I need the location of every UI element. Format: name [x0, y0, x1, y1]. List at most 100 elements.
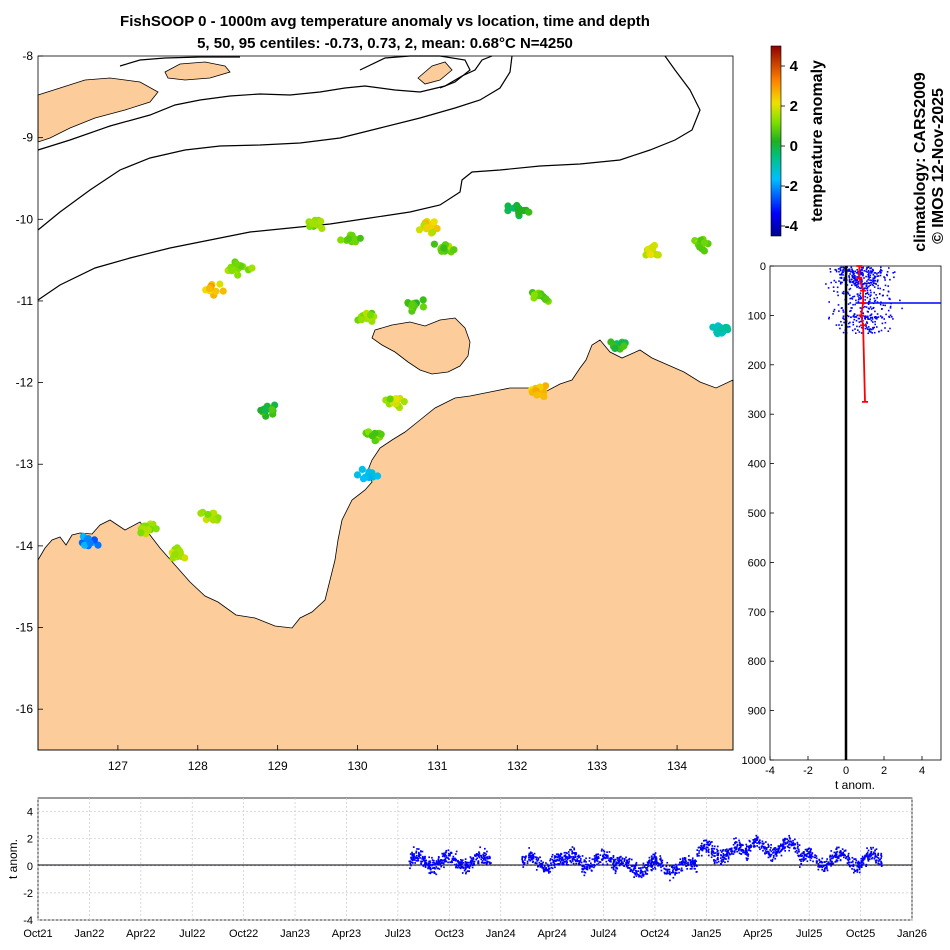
profile-point	[885, 313, 887, 316]
timeseries-point	[606, 851, 608, 853]
timeseries-point	[615, 866, 618, 869]
profile-point	[886, 294, 889, 297]
profile-point	[839, 327, 841, 330]
timeseries-point	[862, 862, 865, 865]
timeseries-point	[449, 861, 451, 863]
profile-point	[857, 298, 860, 301]
timeseries-point	[679, 863, 681, 866]
timeseries-point	[815, 862, 818, 864]
timeseries-point	[577, 856, 580, 859]
profile-point	[833, 308, 836, 311]
timeseries-point	[703, 839, 705, 842]
timeseries-point	[466, 870, 469, 872]
timeseries-point	[728, 852, 731, 855]
timeseries-point	[788, 844, 790, 846]
timeseries-point	[672, 870, 674, 872]
timeseries-point	[617, 859, 620, 861]
profile-point	[859, 298, 862, 300]
timeseries-point	[738, 841, 741, 844]
timeseries-point	[660, 860, 663, 863]
timeseries-point	[472, 863, 475, 866]
timeseries-point	[424, 855, 426, 858]
timeseries-point	[773, 851, 775, 853]
timeseries-point	[427, 862, 430, 865]
timeseries-point	[469, 856, 472, 858]
timeseries-point	[568, 853, 570, 856]
timeseries-point	[748, 849, 750, 851]
profile-point	[861, 278, 863, 281]
timeseries-point	[641, 873, 644, 876]
timeseries-point	[558, 863, 561, 865]
map-panel: 127 128 129 130 131 132 133 134 -8-9-10-11-12-1…	[16, 49, 734, 773]
timeseries-point	[618, 856, 621, 859]
profile-point	[901, 307, 903, 310]
profile-point	[862, 312, 864, 314]
colorbar-label: temperature anomaly	[809, 60, 826, 222]
profile-point	[881, 316, 884, 318]
timeseries-point	[684, 861, 686, 863]
timeseries-point	[840, 853, 842, 855]
timeseries-point	[435, 866, 438, 868]
timeseries-point	[857, 860, 860, 863]
timeseries-point	[563, 851, 566, 854]
timeseries-point	[700, 854, 703, 857]
timeseries-point	[717, 852, 720, 855]
map-x-tick-label: 128	[188, 759, 208, 773]
profile-point	[881, 308, 883, 310]
timeseries-point	[485, 863, 488, 865]
profile-point	[872, 280, 874, 283]
profile-point	[879, 287, 881, 290]
timeseries-point	[613, 865, 616, 868]
timeseries-point	[418, 854, 420, 856]
profile-point	[849, 310, 851, 313]
timeseries-point	[838, 854, 841, 857]
profile-point	[869, 274, 872, 276]
timeseries-point	[483, 858, 485, 861]
timeseries-point	[558, 858, 561, 860]
timeseries-point	[762, 849, 764, 852]
timeseries-point	[654, 862, 657, 864]
timeseries-point	[697, 846, 700, 849]
timeseries-point	[716, 848, 718, 851]
profile-point	[843, 277, 845, 279]
timeseries-point	[525, 856, 527, 858]
profile-point	[859, 287, 862, 290]
timeseries-point	[730, 850, 732, 853]
timeseries-point	[846, 862, 849, 864]
timeseries-point	[732, 853, 735, 855]
timeseries-point	[652, 853, 655, 856]
timeseries-point	[877, 854, 879, 856]
profile-point	[866, 292, 868, 295]
profile-point	[855, 281, 858, 284]
timeseries-point	[861, 857, 864, 860]
timeseries-point	[832, 857, 834, 859]
timeseries-point	[579, 860, 581, 862]
timeseries-point	[566, 852, 568, 855]
timeseries-point	[613, 860, 615, 862]
timeseries-point	[804, 848, 807, 851]
timeseries-point	[429, 863, 432, 866]
timeseries-point	[433, 867, 436, 869]
timeseries-point	[781, 844, 784, 847]
timeseries-point	[793, 843, 796, 845]
timeseries-point	[593, 866, 595, 869]
timeseries-point	[806, 853, 809, 855]
timeseries-point	[818, 866, 821, 868]
timeseries-point	[683, 861, 685, 863]
timeseries-point	[473, 860, 476, 863]
timeseries-point	[781, 845, 784, 848]
timeseries-point	[533, 852, 536, 855]
timeseries-point	[674, 872, 677, 875]
timeseries-point	[824, 867, 827, 869]
timeseries-point	[410, 864, 412, 867]
profile-point	[850, 266, 853, 269]
timeseries-point	[626, 859, 628, 862]
timeseries-point	[788, 840, 791, 843]
profile-point	[873, 291, 875, 294]
timeseries-point	[880, 861, 883, 864]
timeseries-point	[754, 838, 756, 840]
timeseries-point	[412, 858, 415, 860]
profile-point	[865, 323, 867, 326]
profile-point	[867, 332, 869, 335]
timeseries-point	[876, 856, 879, 859]
